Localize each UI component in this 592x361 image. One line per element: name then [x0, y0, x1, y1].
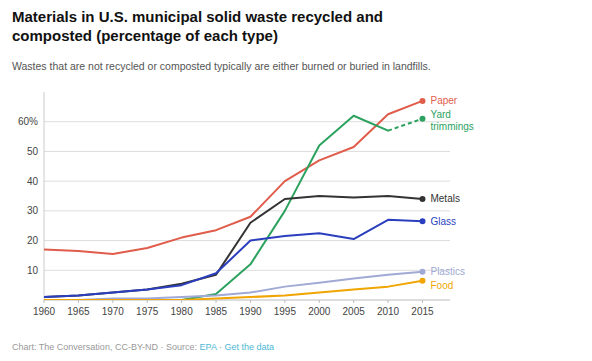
series-line [44, 220, 422, 297]
x-tick-label: 1985 [205, 306, 228, 317]
x-tick [422, 300, 423, 303]
y-tick-label: 30 [27, 205, 39, 216]
x-tick [181, 300, 182, 303]
x-tick-label: 1980 [171, 306, 194, 317]
x-tick [44, 300, 45, 303]
x-tick-label: 1975 [136, 306, 159, 317]
grid-line [44, 181, 450, 182]
footer-part: Chart: The Conversation, CC-BY-ND · Sour… [12, 342, 200, 352]
x-tick-label: 2000 [308, 306, 331, 317]
x-tick-label: 2010 [377, 306, 400, 317]
series-line [44, 196, 422, 297]
series-label: Yardtrimmings [430, 109, 473, 132]
x-tick [353, 300, 354, 303]
x-tick-label: 1995 [274, 306, 297, 317]
x-tick [250, 300, 251, 303]
end-marker [419, 218, 425, 224]
series-label: Metals [430, 193, 459, 204]
x-tick [112, 300, 113, 303]
end-marker [419, 278, 425, 284]
x-tick-label: 1960 [33, 306, 56, 317]
x-tick [388, 300, 389, 303]
x-tick-label: 1965 [67, 306, 90, 317]
end-marker [419, 196, 425, 202]
x-tick [78, 300, 79, 303]
x-tick-label: 1970 [102, 306, 125, 317]
x-tick [147, 300, 148, 303]
y-tick-label: 60% [18, 116, 38, 127]
x-tick [319, 300, 320, 303]
series-label: Glass [430, 216, 456, 227]
grid-line [44, 270, 450, 271]
y-tick-label: 20 [27, 235, 39, 246]
x-tick-label: 2005 [343, 306, 366, 317]
series-label: Paper [430, 95, 457, 106]
chart: Materials in U.S. municipal solid waste … [0, 0, 592, 361]
grid-line [44, 240, 450, 241]
series-line [44, 272, 422, 300]
grid-line [44, 210, 450, 211]
series-line [44, 281, 422, 300]
title: Materials in U.S. municipal solid waste … [12, 8, 383, 44]
y-tick-label: 10 [27, 265, 39, 276]
x-tick-label: 2015 [411, 306, 434, 317]
footer-part: EPA [200, 342, 217, 352]
series-label: Plastics [430, 266, 464, 277]
y-tick-label: 40 [27, 176, 39, 187]
plot-area [44, 98, 425, 300]
footer: Chart: The Conversation, CC-BY-ND · Sour… [12, 342, 274, 352]
x-tick-label: 1990 [239, 306, 262, 317]
end-marker [419, 269, 425, 275]
series-label: Food [430, 280, 453, 291]
x-tick [284, 300, 285, 303]
grid-line [44, 121, 450, 122]
end-marker [419, 98, 425, 104]
y-axis [44, 92, 45, 300]
footer-part: · [216, 342, 224, 352]
grid-line [44, 151, 450, 152]
subtitle: Wastes that are not recycled or composte… [12, 60, 431, 72]
y-tick-label: 50 [27, 146, 39, 157]
series-line [44, 101, 422, 254]
footer-part: Get the data [224, 342, 274, 352]
series-line [44, 116, 422, 300]
end-marker [419, 116, 425, 122]
x-tick [216, 300, 217, 303]
